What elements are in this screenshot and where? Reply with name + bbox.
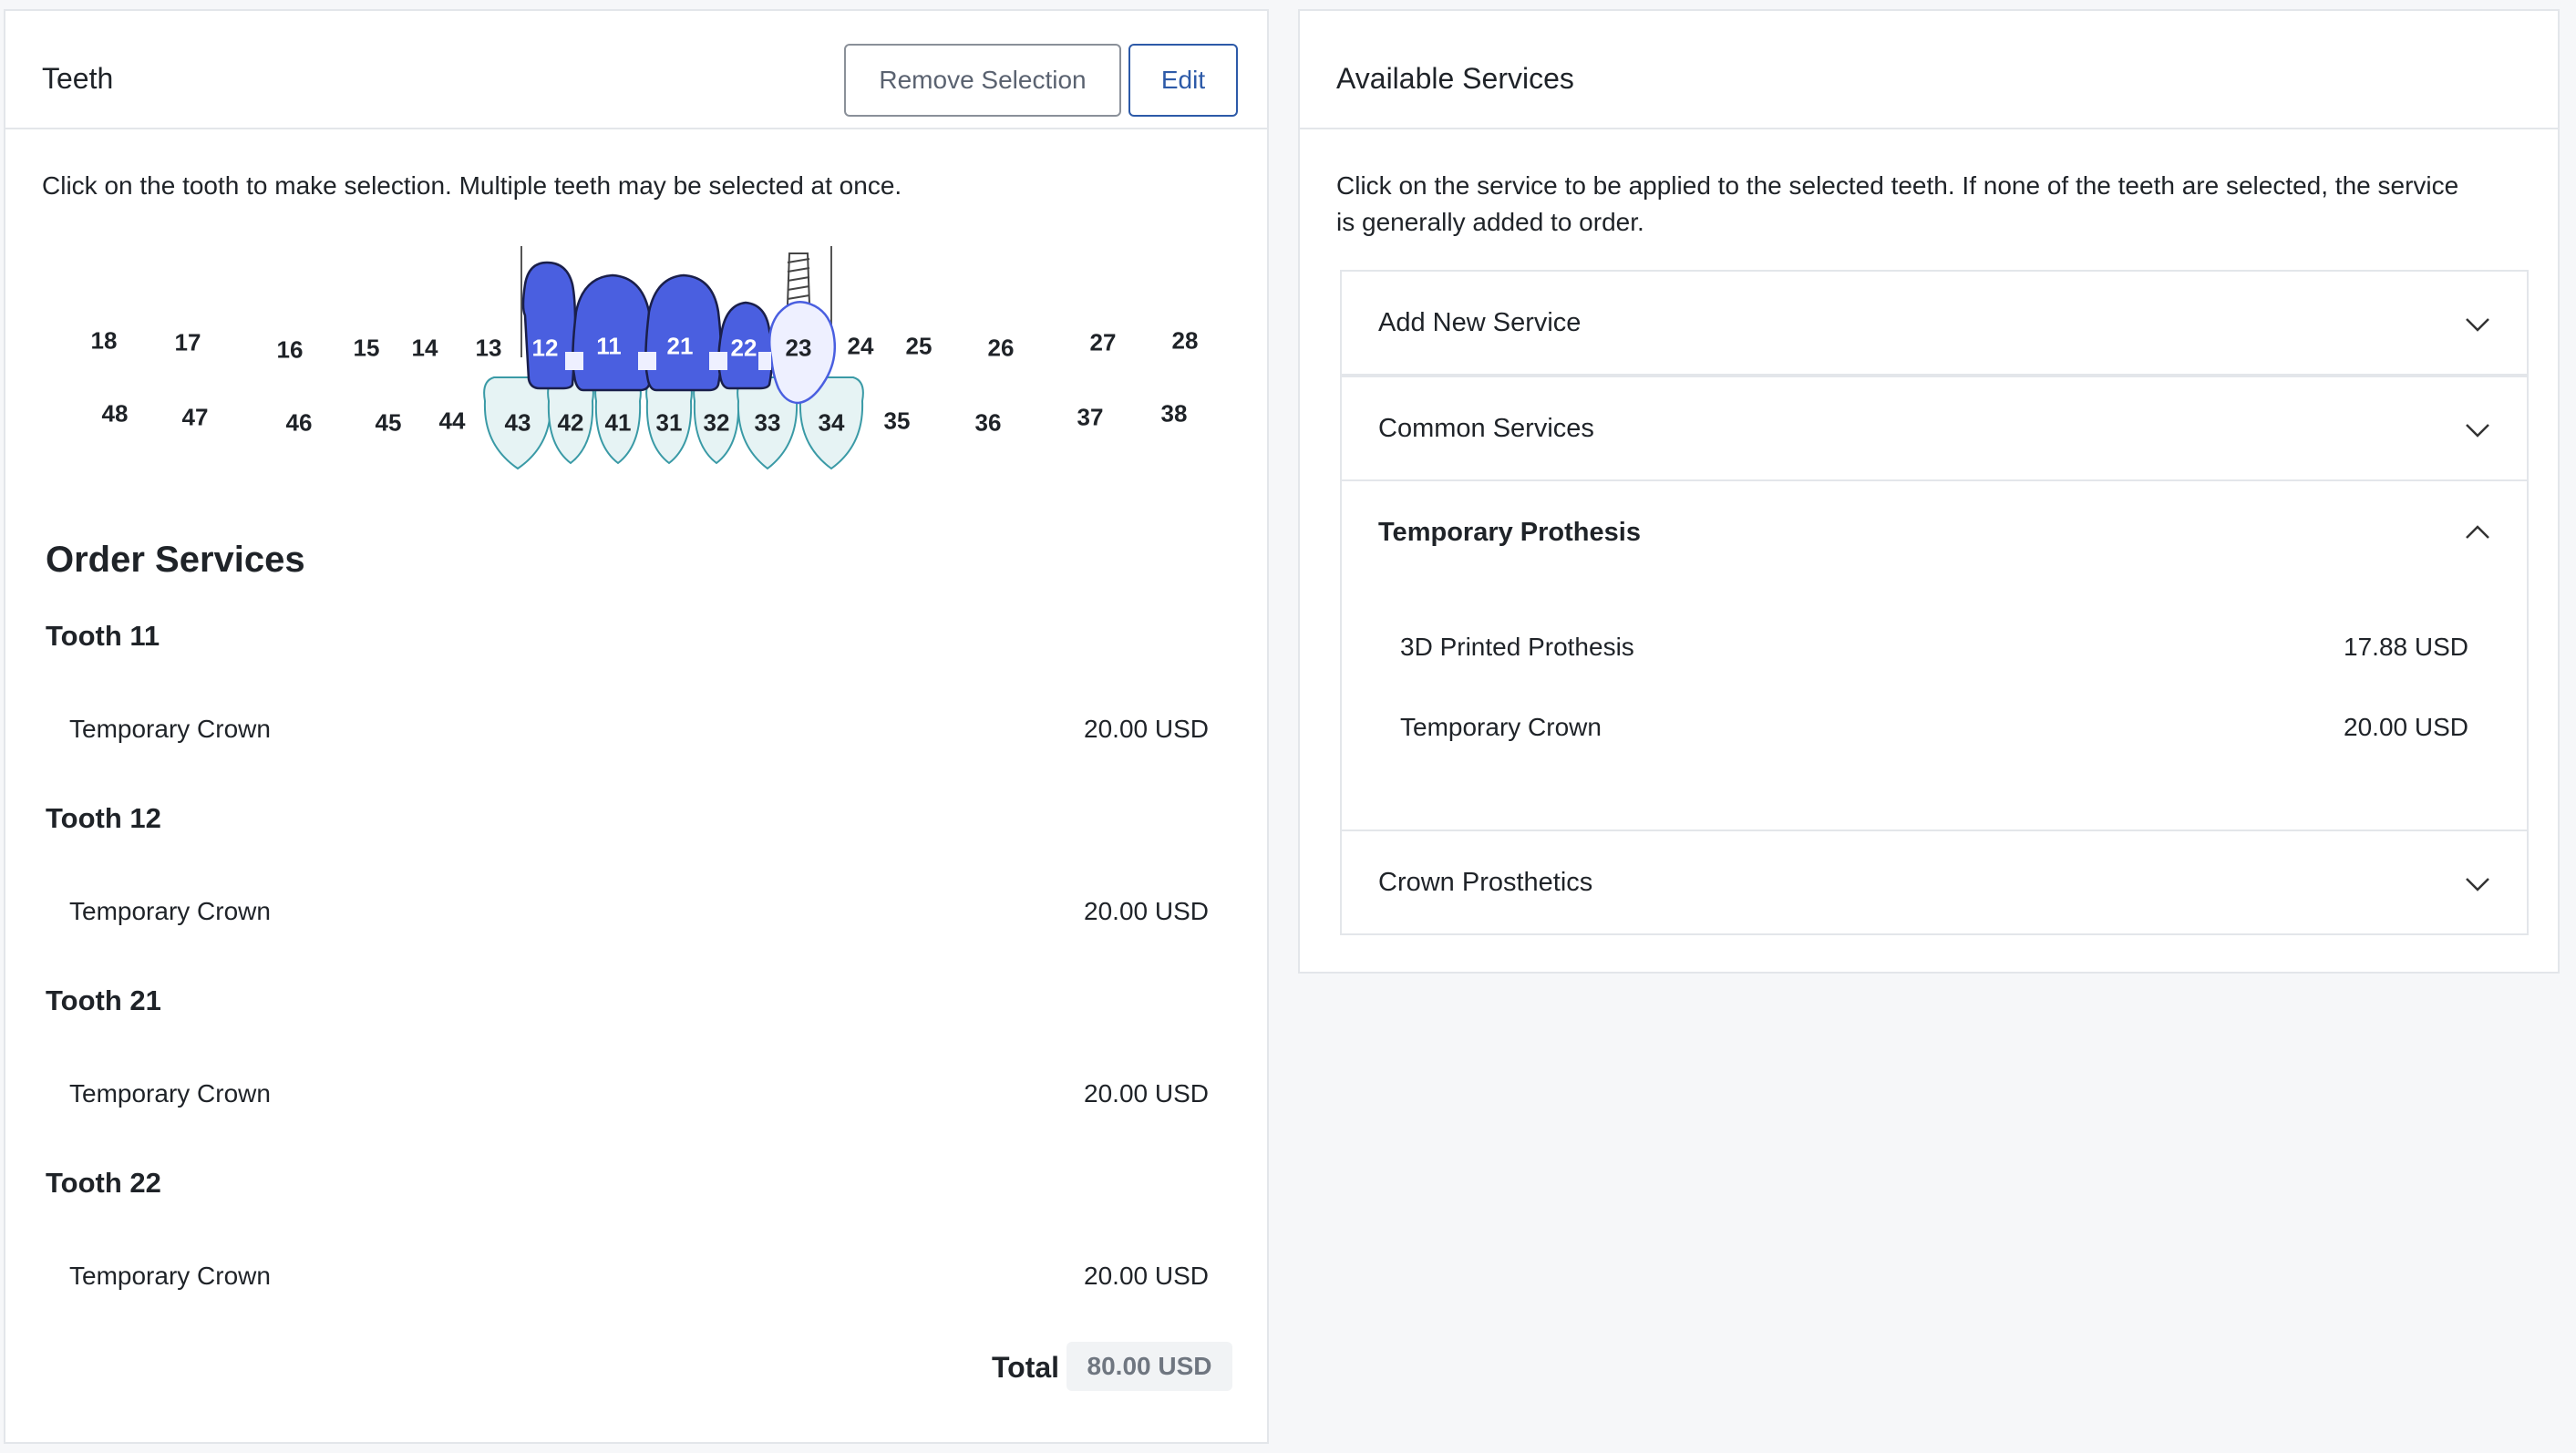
tooth-43[interactable]: 43 xyxy=(504,408,531,437)
chevron-down-icon xyxy=(2466,318,2489,332)
services-panel-header: Available Services xyxy=(1300,11,2558,129)
edit-button[interactable]: Edit xyxy=(1128,44,1238,117)
order-tooth-heading: Tooth 12 xyxy=(46,802,161,834)
tooth-42[interactable]: 42 xyxy=(557,408,584,437)
tooth-34[interactable]: 34 xyxy=(818,408,845,437)
service-item-name: Temporary Crown xyxy=(1400,713,1602,741)
tooth-37[interactable]: 37 xyxy=(1077,403,1104,431)
accordion-label: Add New Service xyxy=(1378,308,1582,337)
chevron-down-icon xyxy=(2466,424,2489,438)
tooth-15[interactable]: 15 xyxy=(353,334,380,362)
tooth-38[interactable]: 38 xyxy=(1160,399,1188,428)
order-service-price: 20.00 USD xyxy=(1084,1262,1209,1290)
teeth-panel-title: Teeth xyxy=(42,62,114,95)
tooth-44[interactable]: 44 xyxy=(438,407,466,435)
teeth-panel: Teeth Remove Selection Edit Click on the… xyxy=(4,9,1269,1444)
tooth-shape-12 xyxy=(521,261,577,390)
service-item-price: 20.00 USD xyxy=(2344,713,2468,741)
tooth-shape-23 xyxy=(768,301,836,405)
order-services-title: Order Services xyxy=(46,540,305,580)
service-item-3d-printed-prothesis[interactable]: 3D Printed Prothesis 17.88 USD xyxy=(1342,618,2527,673)
tooth-35[interactable]: 35 xyxy=(883,407,911,435)
teeth-panel-header: Teeth Remove Selection Edit xyxy=(5,11,1267,129)
remove-selection-button[interactable]: Remove Selection xyxy=(844,44,1121,117)
tooth-11[interactable]: 11 xyxy=(596,332,622,360)
tooth-22[interactable]: 22 xyxy=(730,334,757,362)
accordion-common-services[interactable]: Common Services xyxy=(1340,376,2529,481)
order-service-name: Temporary Crown xyxy=(69,1079,271,1108)
tooth-25[interactable]: 25 xyxy=(905,332,933,360)
tooth-24[interactable]: 24 xyxy=(847,332,874,360)
service-item-price: 17.88 USD xyxy=(2344,633,2468,661)
service-item-name: 3D Printed Prothesis xyxy=(1400,633,1634,661)
tooth-31[interactable]: 31 xyxy=(655,408,683,437)
tooth-41[interactable]: 41 xyxy=(604,408,632,437)
tooth-23[interactable]: 23 xyxy=(785,334,812,362)
tooth-46[interactable]: 46 xyxy=(285,408,313,437)
services-panel-title: Available Services xyxy=(1336,62,1574,95)
tooth-17[interactable]: 17 xyxy=(174,328,201,356)
accordion-label: Crown Prosthetics xyxy=(1378,868,1593,897)
bridge-connector xyxy=(638,352,656,370)
bridge-connector xyxy=(758,352,771,370)
chevron-up-icon xyxy=(2466,525,2489,539)
tooth-47[interactable]: 47 xyxy=(181,403,209,431)
order-service-price: 20.00 USD xyxy=(1084,897,1209,925)
services-panel: Available Services Click on the service … xyxy=(1298,9,2560,974)
service-item-temporary-crown[interactable]: Temporary Crown 20.00 USD xyxy=(1342,698,2527,753)
chevron-down-icon xyxy=(2466,878,2489,891)
accordion-crown-prosthetics[interactable]: Crown Prosthetics xyxy=(1340,830,2529,935)
tooth-14[interactable]: 14 xyxy=(411,334,438,362)
bridge-connector xyxy=(565,352,583,370)
services-instructions-line1: Click on the service to be applied to th… xyxy=(1336,171,2459,200)
order-tooth-heading: Tooth 21 xyxy=(46,984,161,1016)
tooth-36[interactable]: 36 xyxy=(974,408,1002,437)
accordion-temporary-prothesis[interactable]: Temporary Prothesis 3D Printed Prothesis… xyxy=(1340,479,2529,831)
teeth-instructions: Click on the tooth to make selection. Mu… xyxy=(42,171,902,200)
tooth-26[interactable]: 26 xyxy=(987,334,1015,362)
bridge-connector xyxy=(709,352,727,370)
accordion-label: Temporary Prothesis xyxy=(1378,518,1641,547)
services-instructions-line2: is generally added to order. xyxy=(1336,208,1644,236)
tooth-32[interactable]: 32 xyxy=(703,408,730,437)
dental-chart[interactable]: 18 17 16 15 14 13 12 11 21 22 23 24 25 26 27 28 48 47 46 45… xyxy=(5,11,1271,485)
order-total-value: 80.00 USD xyxy=(1066,1342,1232,1391)
tooth-shape-21 xyxy=(644,273,723,392)
tooth-16[interactable]: 16 xyxy=(276,335,304,364)
order-total-label: Total xyxy=(992,1351,1060,1384)
dental-chart-svg xyxy=(483,246,864,470)
order-service-name: Temporary Crown xyxy=(69,1262,271,1290)
order-service-name: Temporary Crown xyxy=(69,715,271,743)
tooth-21[interactable]: 21 xyxy=(666,332,694,360)
tooth-33[interactable]: 33 xyxy=(754,408,781,437)
tooth-28[interactable]: 28 xyxy=(1171,326,1199,355)
order-service-price: 20.00 USD xyxy=(1084,715,1209,743)
order-tooth-heading: Tooth 22 xyxy=(46,1167,161,1199)
tooth-48[interactable]: 48 xyxy=(101,399,129,428)
lower-teeth-shapes xyxy=(483,376,864,470)
implant-post-23 xyxy=(786,252,811,305)
tooth-18[interactable]: 18 xyxy=(90,326,118,355)
accordion-label: Common Services xyxy=(1378,414,1594,443)
tooth-13[interactable]: 13 xyxy=(475,334,502,362)
tooth-12[interactable]: 12 xyxy=(531,334,559,362)
tooth-45[interactable]: 45 xyxy=(375,408,402,437)
order-service-name: Temporary Crown xyxy=(69,897,271,925)
order-service-price: 20.00 USD xyxy=(1084,1079,1209,1108)
order-tooth-heading: Tooth 11 xyxy=(46,620,160,652)
accordion-add-new-service[interactable]: Add New Service xyxy=(1340,270,2529,376)
tooth-27[interactable]: 27 xyxy=(1089,328,1117,356)
